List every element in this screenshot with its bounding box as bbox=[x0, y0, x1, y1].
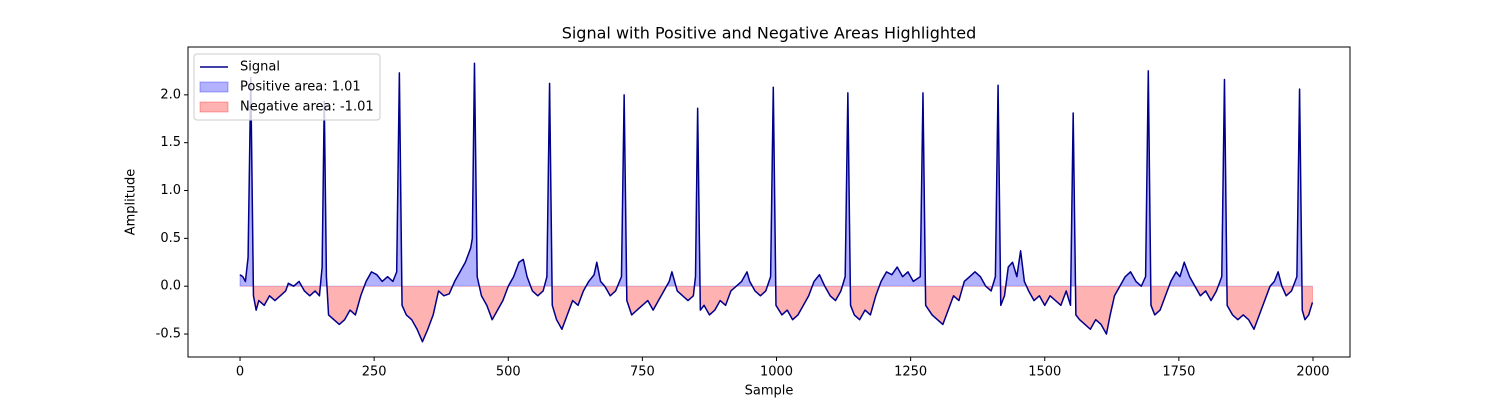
legend-box bbox=[193, 53, 381, 121]
x-axis-label: Sample bbox=[745, 384, 794, 399]
x-tick-label: 750 bbox=[630, 365, 655, 380]
y-tick-label: 1.0 bbox=[160, 183, 181, 198]
x-tick-label: 1750 bbox=[1162, 365, 1195, 380]
y-tick-label: 2.0 bbox=[160, 87, 181, 102]
x-tick-label: 500 bbox=[496, 365, 521, 380]
legend-label: Signal bbox=[240, 60, 280, 75]
y-tick-label: 1.5 bbox=[160, 135, 181, 150]
y-tick-label: 0.5 bbox=[160, 231, 181, 246]
x-tick-label: 1000 bbox=[760, 365, 793, 380]
legend-label: Negative area: -1.01 bbox=[240, 100, 374, 115]
legend-label: Positive area: 1.01 bbox=[240, 80, 361, 95]
y-axis-label: Amplitude bbox=[124, 169, 139, 236]
x-tick-label: 1250 bbox=[894, 365, 927, 380]
y-tick-label: -0.5 bbox=[156, 327, 181, 342]
legend-patch bbox=[199, 101, 229, 113]
x-tick-label: 250 bbox=[362, 365, 387, 380]
legend-patch bbox=[199, 81, 229, 93]
x-tick-label: 1500 bbox=[1028, 365, 1061, 380]
x-tick-label: 0 bbox=[236, 365, 244, 380]
axes-frame bbox=[187, 46, 1351, 358]
x-tick-label: 2000 bbox=[1296, 365, 1329, 380]
y-tick-label: 0.0 bbox=[160, 279, 181, 294]
chart-title: Signal with Positive and Negative Areas … bbox=[562, 24, 977, 43]
signal-line bbox=[239, 62, 1314, 343]
